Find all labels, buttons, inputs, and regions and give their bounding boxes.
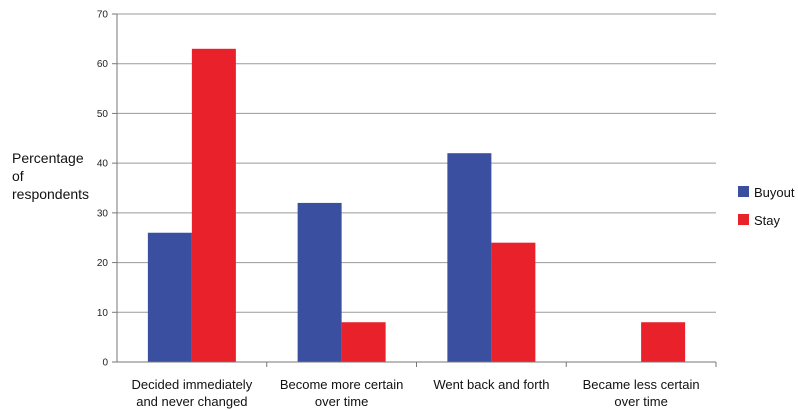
- x-category-label: and never changed: [136, 394, 247, 409]
- legend: Buyout Stay: [738, 185, 795, 228]
- y-axis-label: Percentage of respondents: [12, 150, 89, 202]
- bar-stay: [491, 242, 536, 362]
- bar-buyout: [297, 202, 342, 362]
- x-category-label: Became less certain: [583, 377, 700, 392]
- bar-buyout: [147, 232, 192, 362]
- x-category-label: Become more certain: [280, 377, 404, 392]
- bar-stay: [641, 322, 686, 362]
- y-tick-label: 60: [97, 59, 109, 70]
- y-axis-label-line: of: [12, 168, 24, 184]
- x-category-label: Went back and forth: [433, 377, 549, 392]
- y-tick-label: 20: [97, 258, 109, 269]
- x-axis-categories: Decided immediately and never changed Beco…: [132, 377, 700, 409]
- x-category-label: over time: [315, 394, 368, 409]
- bars: [147, 48, 686, 363]
- legend-swatch-buyout: [738, 186, 749, 197]
- y-axis-label-line: Percentage: [12, 150, 84, 166]
- y-tick-label: 50: [97, 109, 109, 120]
- y-axis-label-line: respondents: [12, 186, 89, 202]
- y-tick-label: 10: [97, 308, 109, 319]
- axes: [116, 14, 717, 367]
- legend-label-stay: Stay: [754, 213, 781, 228]
- bar-buyout: [447, 153, 492, 362]
- bar-stay: [191, 48, 236, 363]
- y-tick-label: 40: [97, 159, 109, 170]
- x-category-label: Decided immediately: [132, 377, 253, 392]
- y-tick-label: 70: [97, 10, 109, 21]
- y-tick-label: 30: [97, 208, 109, 219]
- y-tick-label: 0: [102, 358, 108, 369]
- legend-swatch-stay: [738, 214, 749, 225]
- legend-label-buyout: Buyout: [754, 185, 795, 200]
- x-category-label: over time: [614, 394, 667, 409]
- y-axis-ticks: 0 10 20 30 40 50 60 70: [97, 10, 117, 369]
- bar-stay: [341, 322, 386, 362]
